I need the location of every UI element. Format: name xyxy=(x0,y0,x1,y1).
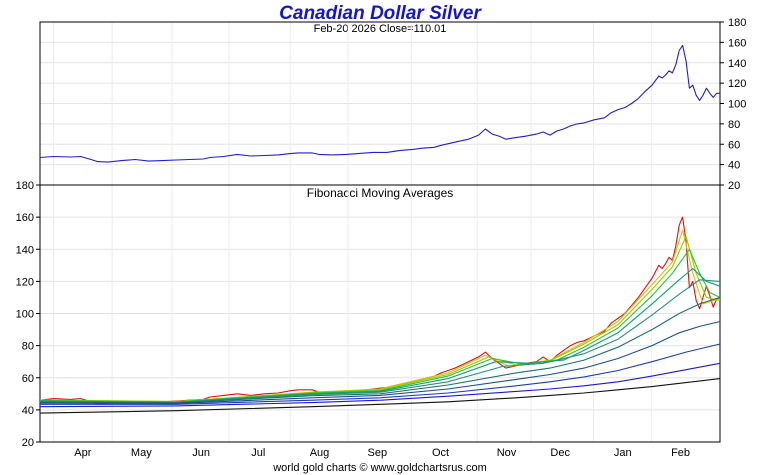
y-tick-label: 40 xyxy=(22,405,34,417)
y-tick-label: 120 xyxy=(728,78,746,90)
y-tick-label: 160 xyxy=(728,37,746,49)
price-close-label: Feb-20 2026 Close=110.01 xyxy=(313,23,447,35)
y-tick-label: 20 xyxy=(22,437,34,449)
x-tick-label: Feb xyxy=(671,447,690,459)
series-line-ma-21 xyxy=(39,279,721,404)
series-line-ma-55 xyxy=(39,320,721,404)
series-line-ma-5 xyxy=(39,235,721,403)
y-tick-label: 60 xyxy=(728,139,740,151)
fibonacci-chart: 20 40 60 80 100 120 140 160 180 Apr May Jun Jul Aug Se… xyxy=(16,180,721,459)
x-tick-label: Nov xyxy=(497,447,517,459)
y-tick-label: 80 xyxy=(22,341,34,353)
y-tick-label: 20 xyxy=(728,180,740,192)
series-line-price xyxy=(39,216,721,405)
x-tick-label: May xyxy=(131,447,152,459)
y-tick-label: 80 xyxy=(728,119,740,131)
x-tick-label: Dec xyxy=(550,447,570,459)
series-line-ma-3 xyxy=(39,229,721,402)
x-tick-label: Apr xyxy=(74,447,91,459)
price-chart: 20 40 60 80 100 120 140 160 180 xyxy=(39,17,746,192)
x-tick-label: Jun xyxy=(192,447,210,459)
footer-credit: world gold charts © www.goldchartsrus.co… xyxy=(273,462,487,474)
series-line-close xyxy=(39,44,720,163)
y-tick-label: 160 xyxy=(16,212,34,224)
x-tick-label: Sep xyxy=(367,447,387,459)
series-line-ma-13 xyxy=(39,267,721,403)
y-tick-label: 180 xyxy=(16,180,34,192)
x-tick-label: Aug xyxy=(310,447,330,459)
series-line-ma-144 xyxy=(39,362,721,408)
y-tick-label: 120 xyxy=(16,276,34,288)
series-line-ma-34 xyxy=(39,296,721,404)
series-line-ma-89 xyxy=(40,343,721,405)
y-tick-label: 180 xyxy=(728,17,746,29)
y-tick-label: 100 xyxy=(728,99,746,111)
chart-title: Canadian Dollar Silver xyxy=(279,3,481,24)
y-tick-label: 60 xyxy=(22,373,34,385)
y-tick-label: 140 xyxy=(728,58,746,70)
y-tick-label: 100 xyxy=(16,309,34,321)
x-tick-label: Oct xyxy=(432,447,449,459)
x-tick-label: Jul xyxy=(251,447,265,459)
fibonacci-title: Fibonacci Moving Averages xyxy=(306,186,454,200)
y-tick-label: 140 xyxy=(16,244,34,256)
x-tick-label: Jan xyxy=(614,447,632,459)
y-tick-label: 40 xyxy=(728,160,740,172)
series-line-ma-8 xyxy=(39,248,721,403)
series-line-ma-233 xyxy=(39,378,721,414)
